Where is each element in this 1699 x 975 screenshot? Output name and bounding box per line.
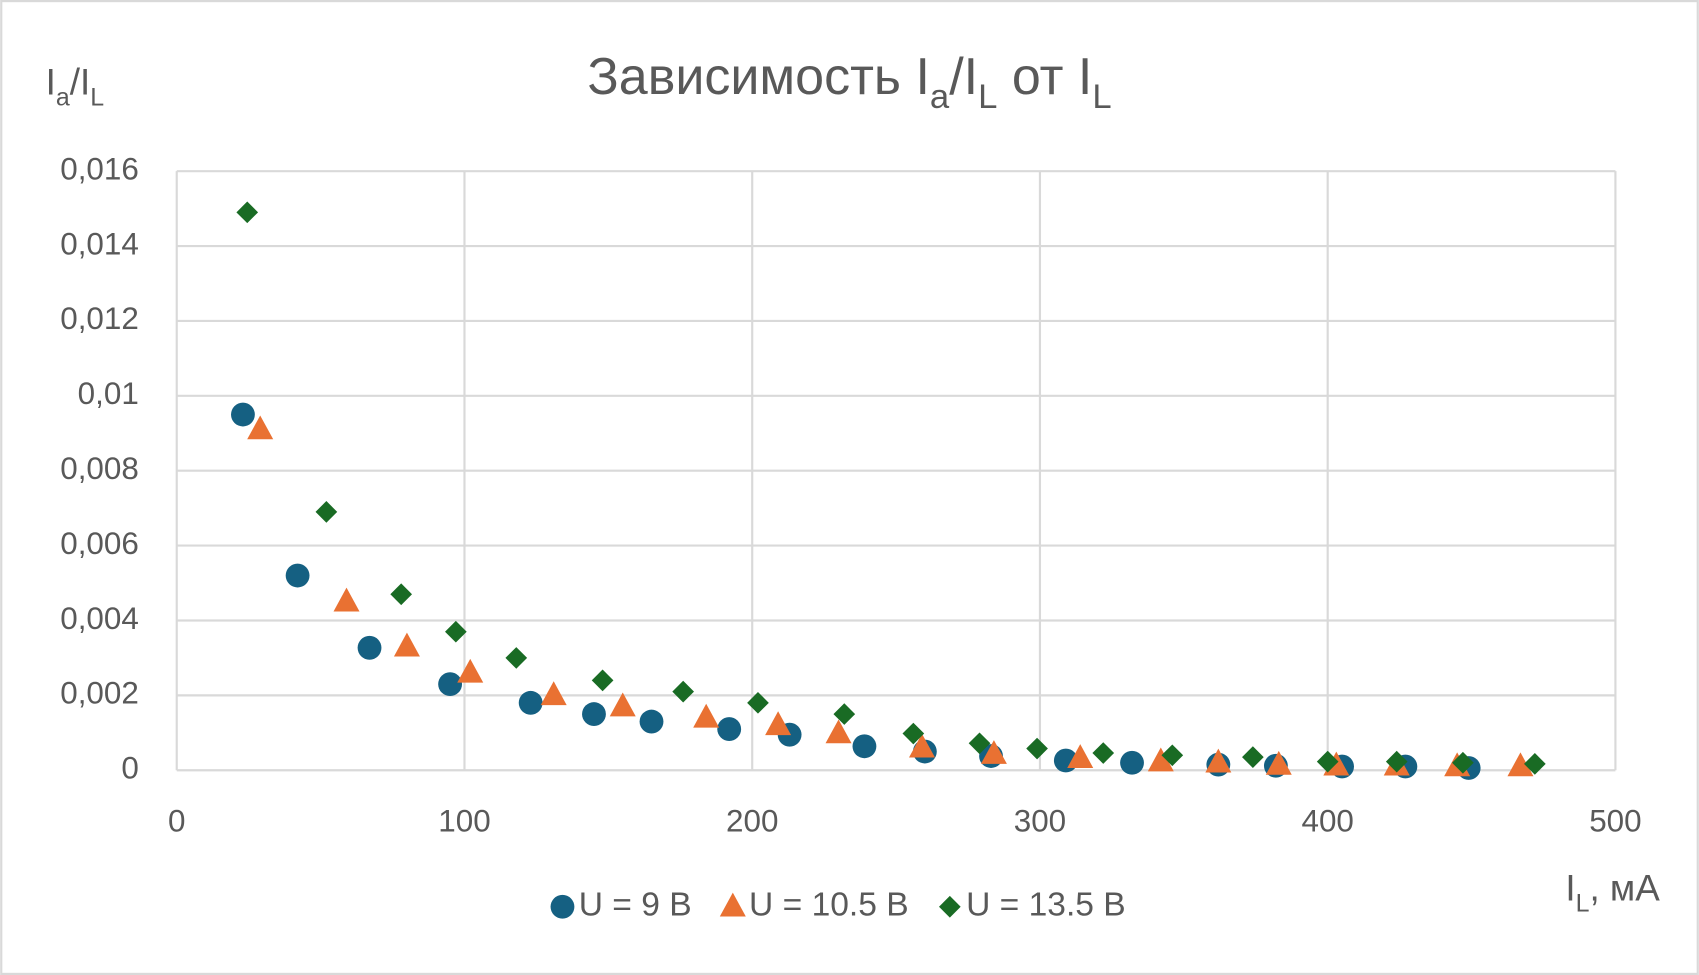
y-tick-label: 0,004 (60, 601, 139, 636)
point (540, 681, 567, 706)
point (231, 402, 255, 427)
point (693, 703, 720, 728)
point (1452, 751, 1474, 774)
point (1120, 750, 1144, 775)
y-tick-label: 0,008 (60, 451, 139, 486)
legend-label: U = 10.5 В (749, 887, 909, 924)
point (1265, 750, 1292, 775)
x-tick-label: 200 (726, 804, 778, 839)
x-tick-label: 300 (1014, 804, 1066, 839)
title-part: L (978, 78, 997, 116)
point (980, 740, 1007, 764)
title-part: /I (949, 48, 978, 106)
legend: U = 9 В U = 10.5 В U = 13.5 В (550, 887, 1126, 924)
legend-label: U = 9 В (579, 887, 692, 924)
label-part: , мА (1589, 867, 1660, 908)
y-tick-label: 0,014 (60, 226, 139, 261)
point (315, 501, 338, 523)
point (247, 415, 274, 440)
point (747, 692, 769, 714)
title-part: от I (997, 48, 1092, 106)
point (1067, 744, 1094, 769)
x-tick-label: 0 (168, 804, 185, 839)
label-part: a (56, 83, 70, 111)
y-axis-label: Ia/IL (46, 61, 105, 111)
x-axis-label: IL, мА (1565, 867, 1660, 917)
legend-marker (719, 892, 746, 917)
y-tick-label: 0,01 (78, 376, 139, 411)
point (1205, 748, 1232, 773)
point (357, 635, 382, 660)
legend-marker (550, 894, 575, 919)
y-tick-label: 0 (121, 751, 138, 786)
point (717, 717, 742, 741)
label-part: /I (70, 61, 90, 102)
y-tick-label: 0,002 (60, 676, 139, 711)
x-tick-label: 400 (1301, 804, 1353, 839)
label-part: I (1565, 867, 1575, 908)
legend-label: U = 13.5 В (966, 887, 1126, 924)
point (457, 658, 484, 683)
point (825, 719, 852, 744)
point (833, 703, 856, 725)
point (908, 733, 935, 758)
point (852, 734, 877, 759)
label-part: I (46, 61, 56, 102)
point (333, 587, 360, 612)
point (518, 690, 543, 715)
label-part: L (1576, 889, 1590, 917)
chart-title: Зависимость Ia/IL от IL (587, 48, 1111, 116)
label-part: L (90, 83, 104, 111)
point (393, 632, 420, 657)
point (1147, 747, 1174, 772)
point (390, 583, 413, 606)
point (438, 672, 463, 697)
y-tick-label: 0,016 (60, 151, 139, 186)
point (765, 711, 792, 736)
point (236, 201, 259, 224)
title-part: a (930, 78, 950, 116)
point (1242, 746, 1264, 768)
point (1092, 742, 1115, 764)
point (902, 722, 925, 745)
title-part: Зависимость I (587, 48, 930, 106)
point (591, 669, 614, 692)
point (1026, 737, 1048, 760)
title-part: L (1092, 78, 1111, 116)
point (1161, 744, 1184, 767)
point (639, 709, 664, 734)
point (505, 647, 528, 669)
point (1385, 750, 1408, 773)
point (672, 680, 694, 703)
point (1507, 752, 1534, 777)
point (285, 563, 310, 588)
point (968, 732, 991, 755)
point (609, 692, 636, 717)
y-tick-label: 0,006 (60, 526, 139, 561)
x-tick-label: 100 (438, 804, 490, 839)
legend-marker (939, 895, 961, 918)
point (1524, 753, 1546, 775)
y-tick-label: 0,012 (60, 301, 139, 336)
x-tick-label: 500 (1589, 804, 1641, 839)
point (582, 702, 606, 727)
